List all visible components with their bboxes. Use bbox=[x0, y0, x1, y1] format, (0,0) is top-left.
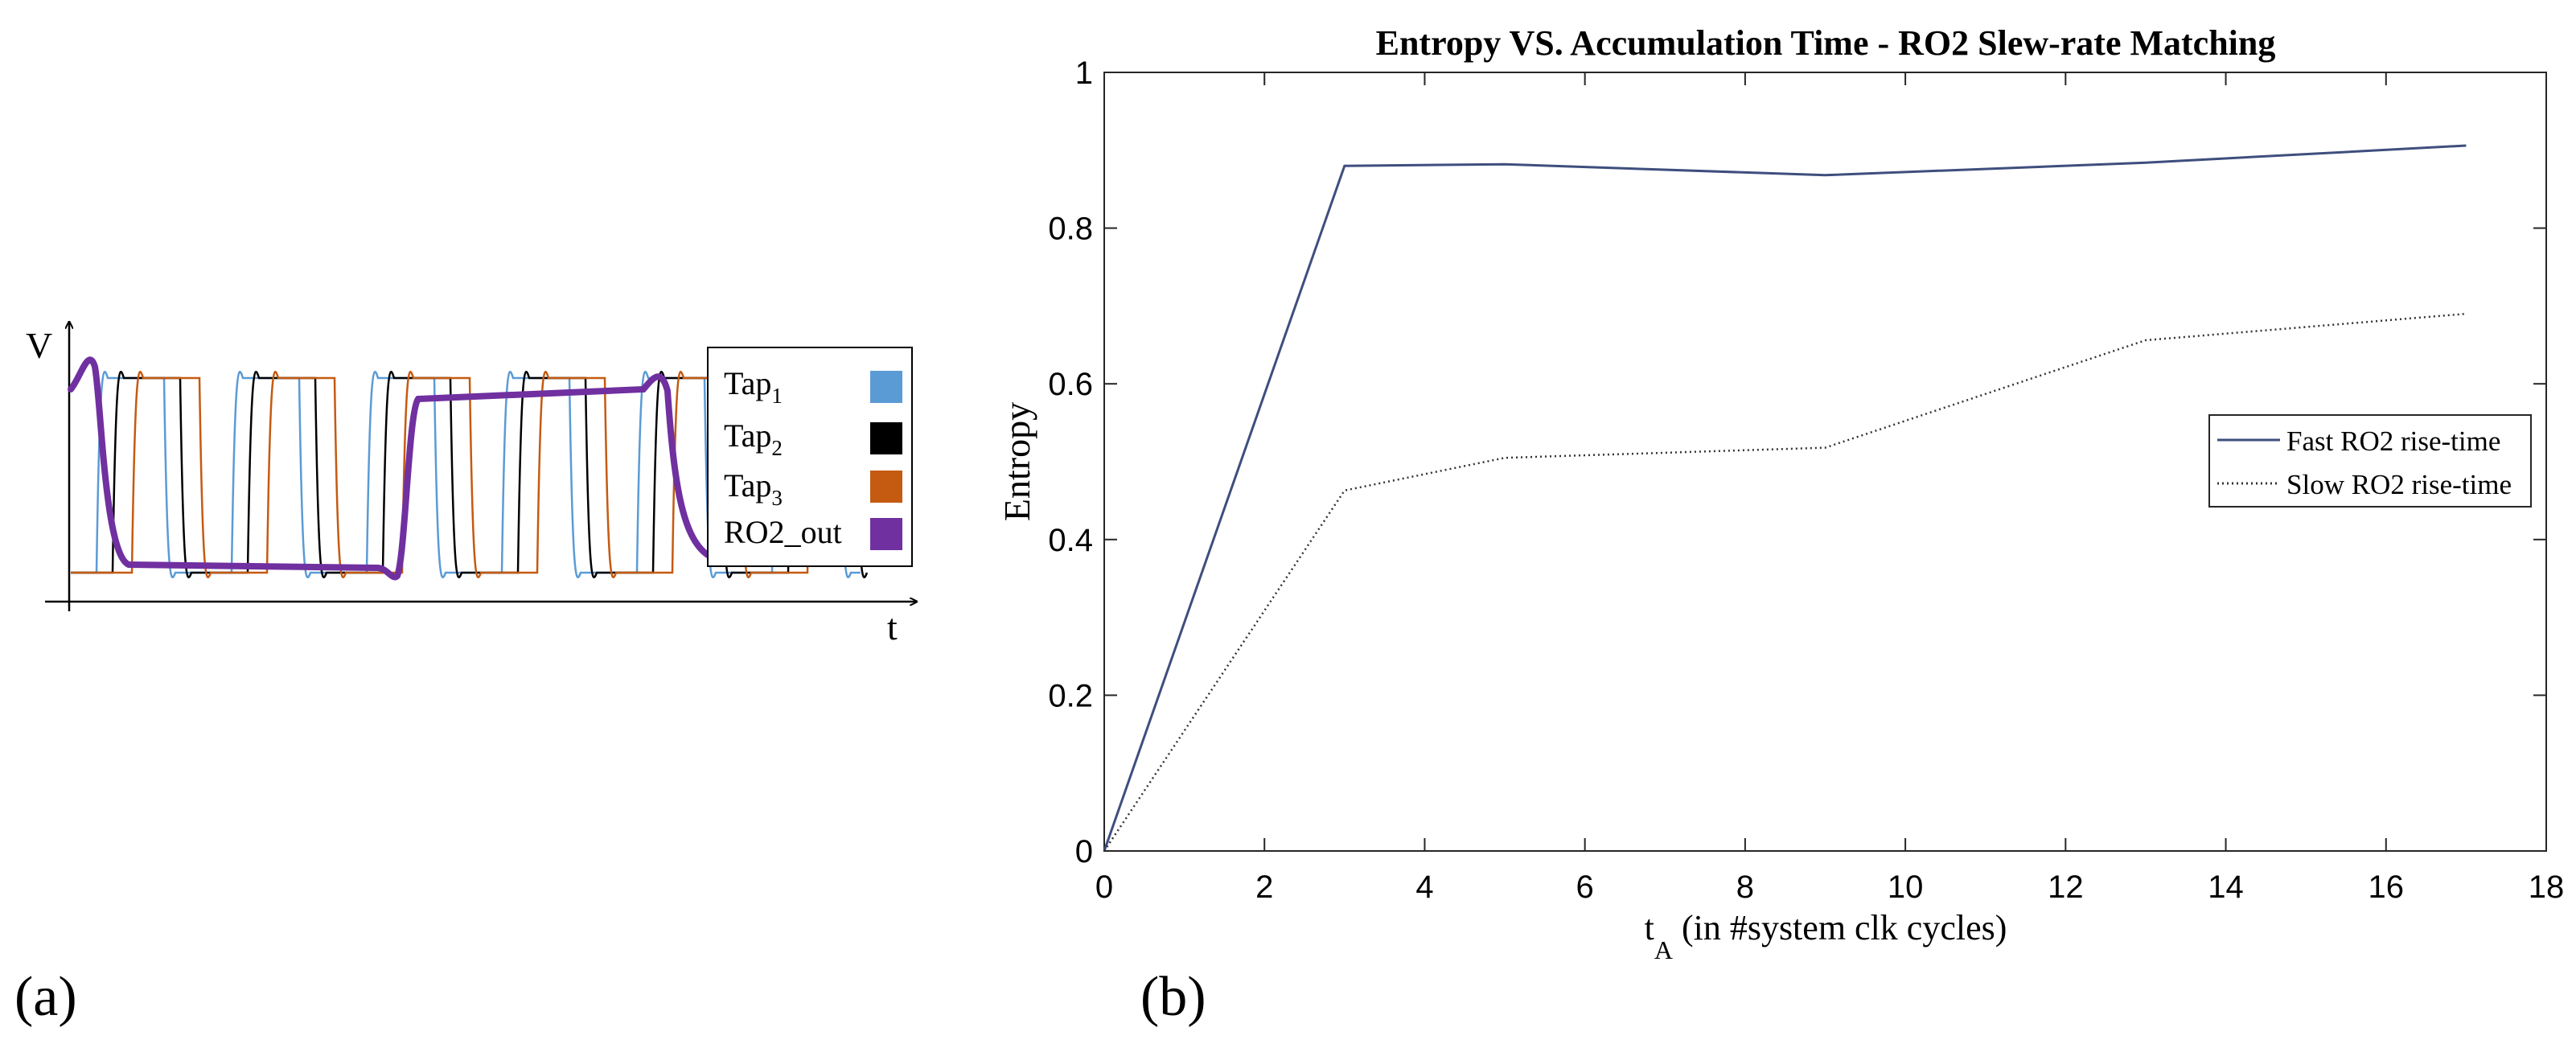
panel-a-x-label: t bbox=[887, 606, 898, 647]
legend-label-slow: Slow RO2 rise-time bbox=[2286, 469, 2512, 500]
x-tick-label: 6 bbox=[1576, 869, 1594, 905]
x-tick-label: 18 bbox=[2529, 869, 2565, 905]
y-tick-label: 0.8 bbox=[1048, 212, 1093, 247]
y-tick-label: 0.2 bbox=[1048, 678, 1093, 713]
x-tick-label: 12 bbox=[2048, 869, 2084, 905]
svg-text:Tap1: Tap1 bbox=[724, 365, 783, 408]
legend-swatch-tap3 bbox=[870, 471, 902, 503]
legend-entry-tap3: Tap3 bbox=[724, 467, 902, 510]
data-series bbox=[1103, 144, 2467, 852]
x-tick-label: 16 bbox=[2369, 869, 2405, 905]
legend-entry-slow: Slow RO2 rise-time bbox=[2217, 469, 2512, 500]
panel-a-legend: Tap1 Tap2 Tap3 RO2_out bbox=[707, 347, 913, 567]
legend-swatch-tap2 bbox=[870, 422, 902, 454]
panel-a: V t Tap1 Tap2 Tap3 RO2_out (a) bbox=[14, 322, 917, 1028]
panel-a-y-label: V bbox=[26, 325, 52, 366]
y-axis-label: Entropy bbox=[996, 402, 1037, 521]
x-tick-label: 4 bbox=[1415, 869, 1433, 905]
y-tick-label: 0.4 bbox=[1048, 523, 1093, 558]
y-tick-label: 0 bbox=[1075, 834, 1093, 869]
x-tick-label: 14 bbox=[2208, 869, 2244, 905]
svg-text:RO2_out: RO2_out bbox=[724, 514, 842, 550]
x-axis-label: tA (in #system clk cycles) bbox=[1645, 908, 2007, 964]
panel-a-label: (a) bbox=[14, 966, 77, 1028]
axis-ticks: 0 2 4 6 8 10 12 14 16 18 0 0.2 0.4 0.6 0.8 1 bbox=[1048, 55, 2564, 905]
y-tick-label: 0.6 bbox=[1048, 367, 1093, 402]
tap2-wave bbox=[71, 371, 869, 578]
x-tick-label: 0 bbox=[1095, 869, 1113, 905]
svg-text:Tap3: Tap3 bbox=[724, 467, 783, 510]
x-tick-label: 2 bbox=[1255, 869, 1273, 905]
legend-label-fast: Fast RO2 rise-time bbox=[2286, 425, 2500, 457]
legend-entry-tap2: Tap2 bbox=[724, 417, 902, 460]
svg-text:Tap2: Tap2 bbox=[724, 417, 783, 460]
legend-entry-fast: Fast RO2 rise-time bbox=[2217, 425, 2500, 457]
x-tick-label: 8 bbox=[1736, 869, 1754, 905]
legend-entry-tap1: Tap1 bbox=[724, 365, 902, 408]
panel-b: Entropy VS. Accumulation Time - RO2 Slew… bbox=[996, 23, 2564, 1028]
chart-legend: Fast RO2 rise-time Slow RO2 rise-time bbox=[2208, 414, 2532, 508]
legend-swatch-ro2-out bbox=[870, 518, 902, 550]
legend-entry-ro2-out: RO2_out bbox=[724, 514, 902, 550]
series-slow-line bbox=[1103, 312, 2467, 852]
y-tick-label: 1 bbox=[1075, 55, 1093, 91]
x-tick-label: 10 bbox=[1888, 869, 1924, 905]
panel-b-label: (b) bbox=[1140, 966, 1206, 1028]
series-fast-line bbox=[1103, 144, 2467, 852]
chart-title: Entropy VS. Accumulation Time - RO2 Slew… bbox=[1376, 23, 2276, 63]
ro2-out-wave bbox=[68, 356, 711, 581]
waveform-traces bbox=[68, 356, 869, 581]
legend-swatch-tap1 bbox=[870, 371, 902, 403]
